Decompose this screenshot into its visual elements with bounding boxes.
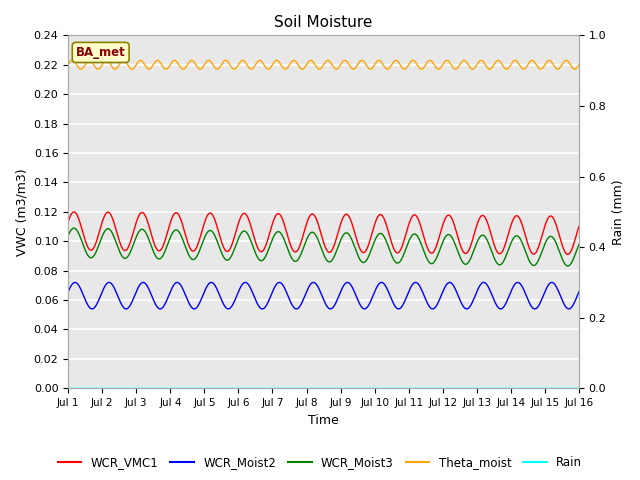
Legend: WCR_VMC1, WCR_Moist2, WCR_Moist3, Theta_moist, Rain: WCR_VMC1, WCR_Moist2, WCR_Moist3, Theta_…: [53, 452, 587, 474]
Y-axis label: Rain (mm): Rain (mm): [612, 179, 625, 245]
Title: Soil Moisture: Soil Moisture: [275, 15, 372, 30]
Text: BA_met: BA_met: [76, 46, 125, 59]
X-axis label: Time: Time: [308, 414, 339, 427]
Y-axis label: VWC (m3/m3): VWC (m3/m3): [15, 168, 28, 256]
